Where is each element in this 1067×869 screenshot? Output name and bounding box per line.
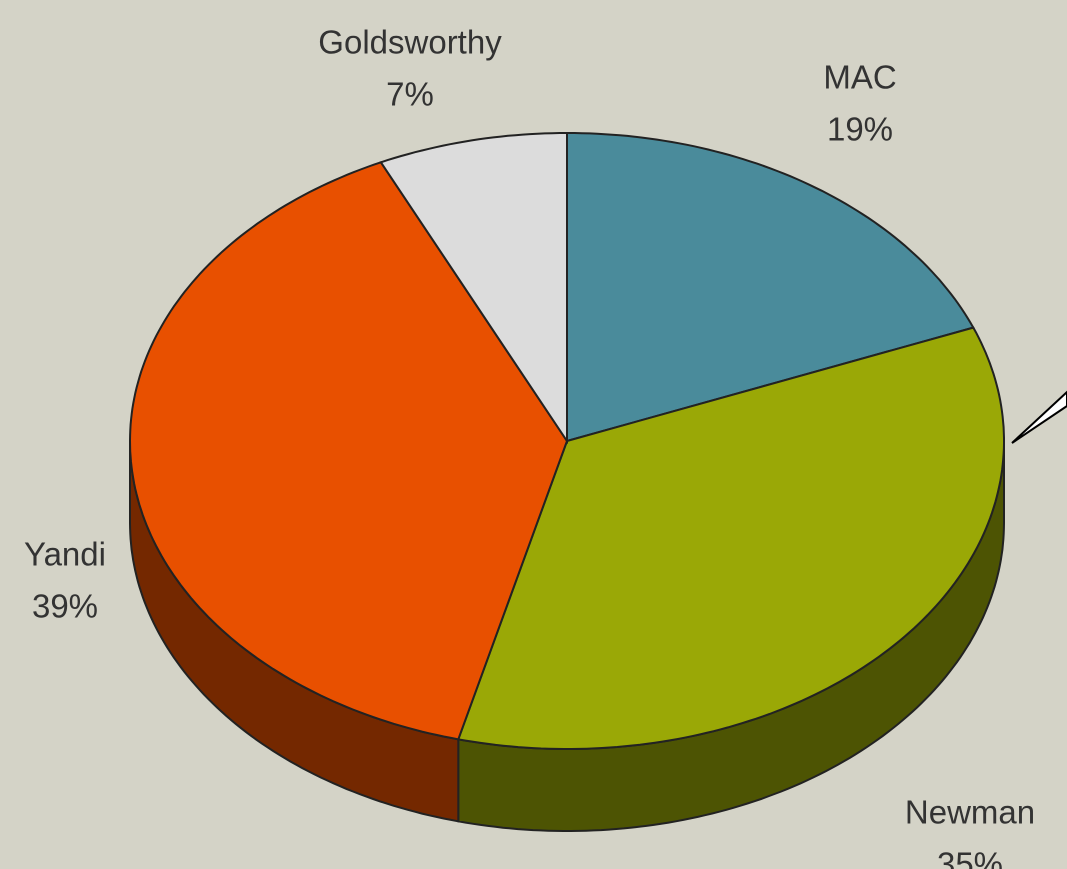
slice [128, 161, 569, 741]
slice-label: MAC [823, 59, 896, 96]
slice [566, 132, 975, 443]
slice-value-label: 35% [937, 846, 1003, 869]
slice [379, 132, 568, 445]
slice-label: Goldsworthy [318, 24, 502, 61]
slice-value-label: 19% [827, 111, 893, 148]
slice [456, 326, 1005, 750]
slice-value-label: 7% [386, 76, 434, 113]
slice-label: Yandi [24, 536, 106, 573]
callout-pointer [1011, 390, 1067, 444]
slice-value-label: 39% [32, 588, 98, 625]
slice-label: Newman [905, 794, 1035, 831]
